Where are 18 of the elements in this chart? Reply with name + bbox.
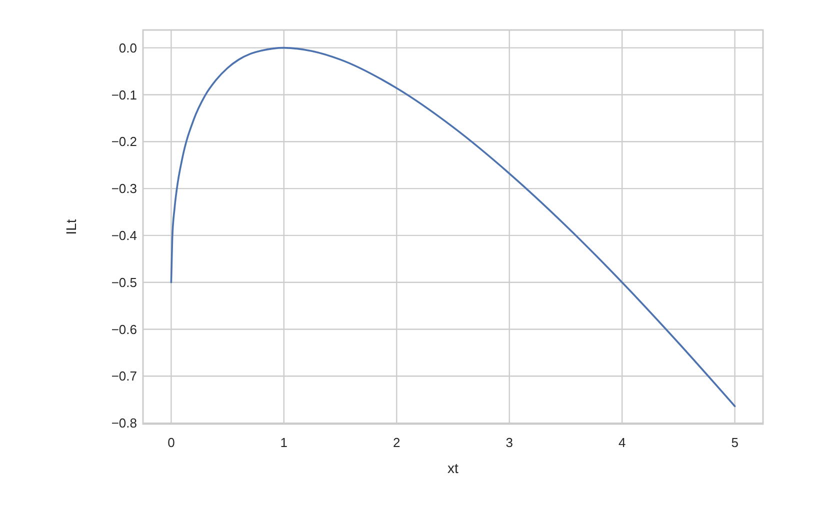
x-tick-label: 3	[506, 435, 513, 450]
y-axis-title: ILt	[63, 219, 79, 235]
y-tick-label: −0.8	[111, 416, 137, 431]
x-tick-label: 5	[731, 435, 738, 450]
y-tick-label: −0.2	[111, 134, 137, 150]
y-tick-label: −0.5	[111, 274, 137, 290]
x-tick-label: 1	[280, 435, 288, 450]
y-tick-label: −0.1	[111, 87, 137, 102]
x-tick-label: 4	[618, 435, 626, 450]
y-tick-label: −0.7	[111, 368, 137, 384]
x-tick-label: 0	[168, 435, 175, 450]
y-tick-label: −0.6	[111, 322, 137, 337]
x-axis-title: xt	[448, 460, 459, 476]
y-tick-label: −0.3	[111, 181, 137, 196]
line-series	[170, 46, 736, 408]
x-tick-label: 2	[393, 435, 400, 450]
y-tick-label: 0.0	[118, 40, 137, 56]
y-tick-label: −0.4	[111, 228, 137, 243]
